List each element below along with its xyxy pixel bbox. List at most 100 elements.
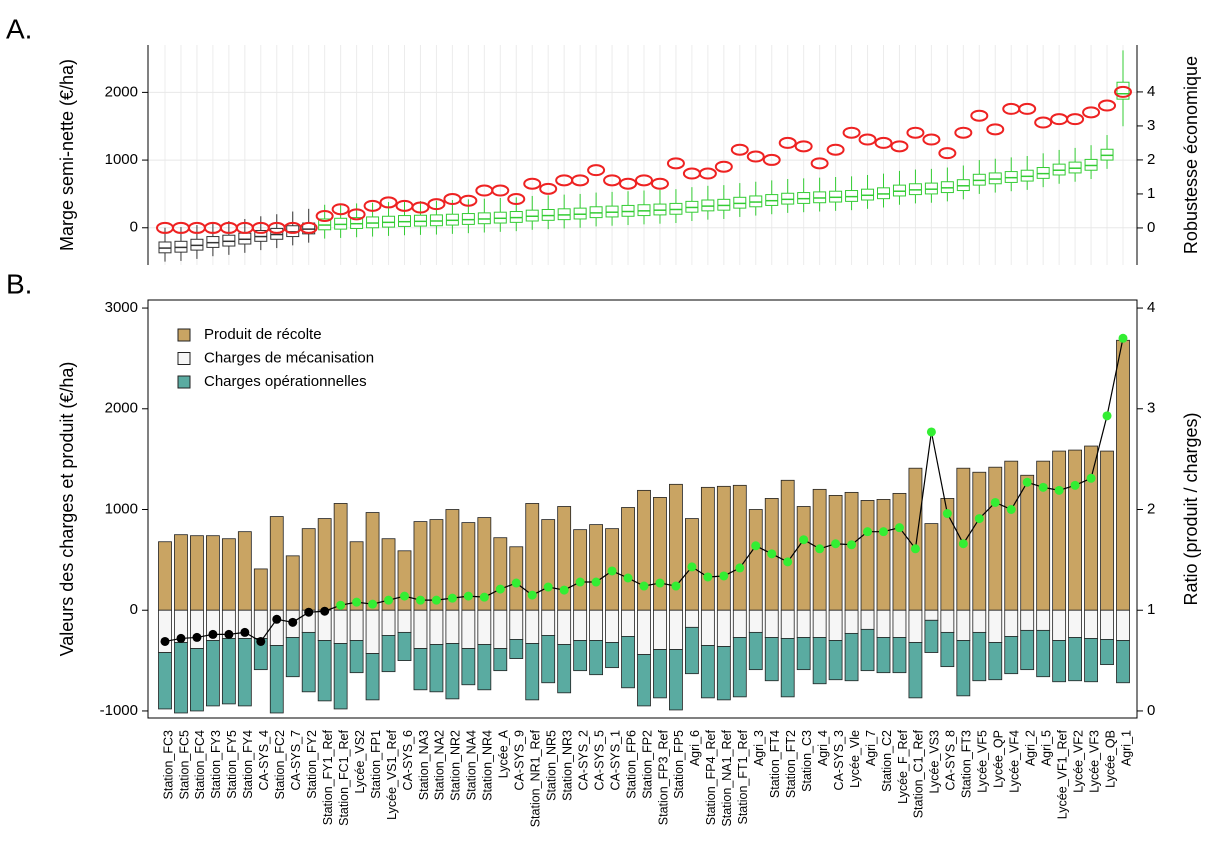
x-tick-label: Station_FT2: [784, 730, 798, 798]
x-tick-label: Station_FT3: [960, 730, 974, 798]
bar: [333, 643, 348, 710]
robustness-mark: [587, 164, 606, 177]
y2-tick-label: 3: [1147, 117, 1155, 134]
bar: [1084, 445, 1098, 611]
robustness-mark: [762, 153, 781, 166]
ratio-point: [304, 607, 314, 617]
ratio-point: [192, 632, 202, 642]
bar: [477, 644, 492, 691]
bar: [1004, 460, 1019, 611]
robustness-mark: [523, 177, 542, 190]
bar: [748, 509, 763, 611]
robustness-mark: [331, 203, 350, 216]
bar: [397, 550, 412, 611]
ratio-point: [288, 617, 298, 627]
x-tick-label: Station_FY2: [305, 730, 319, 799]
ratio-point: [767, 549, 777, 559]
bar: [716, 609, 731, 647]
x-tick-label: Station_NR5: [544, 730, 558, 801]
robustness-mark: [842, 126, 861, 139]
bar: [205, 640, 220, 707]
bar: [349, 640, 364, 674]
x-tick-label: Station_FP2: [640, 730, 654, 799]
ratio-point: [495, 584, 505, 594]
bar: [924, 523, 939, 611]
bar: [700, 486, 715, 611]
bar: [860, 500, 875, 611]
ratio-point: [575, 577, 585, 587]
robustness-mark: [906, 126, 925, 139]
bar: [1100, 609, 1114, 640]
robustness-mark: [730, 143, 749, 156]
bar: [573, 529, 588, 611]
x-tick-label: CA-SYS_6: [401, 730, 415, 790]
ratio-point: [863, 527, 873, 537]
bar: [732, 609, 747, 638]
y2-axis-label: Ratio (produit / charges): [1181, 412, 1201, 605]
bar: [637, 489, 651, 611]
bar: [1020, 629, 1035, 671]
ratio-point: [783, 557, 793, 567]
y2-tick-label: 3: [1147, 400, 1155, 417]
legend-swatch: [177, 352, 191, 365]
bar: [764, 609, 779, 638]
y-tick-label: 2000: [105, 83, 138, 100]
bar: [381, 609, 396, 636]
bar: [605, 642, 619, 669]
bar: [669, 649, 683, 711]
ratio-point: [751, 541, 761, 551]
robustness-mark: [603, 174, 622, 187]
bar: [972, 471, 987, 611]
x-tick-label: Station_FC4: [193, 730, 207, 800]
bar: [237, 531, 252, 611]
robustness-mark: [874, 136, 893, 149]
bar: [158, 652, 172, 710]
x-tick-label: Lycée_VS1_Ref: [385, 729, 399, 819]
bar: [541, 609, 556, 636]
bar: [174, 642, 188, 714]
robustness-mark: [954, 126, 973, 139]
bar: [637, 654, 651, 707]
x-tick-label: Station_FP3_Ref: [656, 729, 670, 825]
legend-label: Produit de récolte: [204, 326, 322, 343]
bar: [685, 626, 699, 675]
x-tick-label: Lycée_VS3: [928, 730, 942, 794]
x-tick-label: Station_NR4: [481, 730, 495, 801]
bar: [716, 485, 731, 611]
x-tick-label: Station_FP1: [369, 730, 383, 799]
bar: [589, 609, 603, 641]
ratio-point: [623, 573, 633, 583]
robustness-mark: [619, 177, 638, 190]
bar: [1116, 339, 1130, 611]
x-tick-label: Station_NR2: [449, 730, 463, 801]
bar: [333, 503, 348, 611]
x-tick-label: Station_NA2: [433, 730, 447, 800]
bar: [653, 609, 667, 650]
ratio-point: [272, 614, 282, 624]
bar: [1068, 609, 1082, 638]
robustness-mark: [986, 123, 1005, 136]
bar: [972, 609, 987, 633]
bar: [796, 609, 811, 638]
x-tick-label: CA-SYS_3: [832, 730, 846, 790]
robustness-mark: [1098, 99, 1117, 112]
x-tick-label: Lycée_Vle: [848, 730, 862, 788]
bar: [669, 483, 683, 611]
bar: [573, 640, 588, 672]
bar: [844, 491, 859, 611]
robustness-mark: [650, 177, 669, 190]
x-tick-label: Lycée_A: [497, 729, 511, 778]
y-tick-label: 0: [130, 601, 138, 618]
ratio-point: [208, 629, 218, 639]
bar: [573, 609, 588, 641]
robustness-mark: [347, 208, 366, 221]
x-tick-label: Station_FC1_Ref: [337, 729, 351, 825]
bar: [301, 631, 316, 693]
bar: [429, 644, 444, 693]
y2-tick-label: 1: [1147, 185, 1155, 202]
ratio-point: [847, 540, 857, 550]
x-tick-label: Station_C1_Ref: [912, 729, 926, 818]
x-tick-label: Lycée_VF3: [1087, 730, 1101, 793]
bar: [637, 609, 651, 655]
bar: [525, 643, 540, 701]
